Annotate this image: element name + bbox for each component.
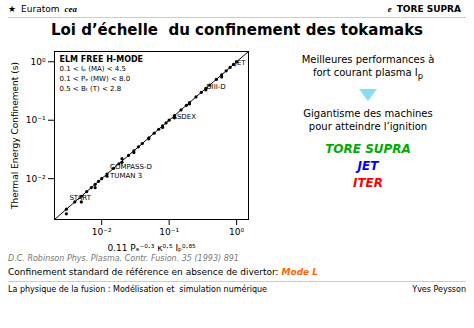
html-text:fort courant plasma Ip: fort courant plasma Ip — [312, 67, 424, 81]
html-text:Meilleures performances à: Meilleures performances à — [301, 54, 435, 65]
svg-text:0.1 < Iₚ (MA) < 4.5: 0.1 < Iₚ (MA) < 4.5 — [60, 65, 126, 73]
svg-text:10⁻¹: 10⁻¹ — [26, 115, 46, 125]
svg-text:COMPASS-D: COMPASS-D — [110, 163, 152, 171]
html-text:Confinement standard de référe: Confinement standard de référence en abs… — [8, 267, 319, 277]
html-text:D.C. Robinson Phys. Plasma. Co: D.C. Robinson Phys. Plasma. Contr. Fusio… — [8, 254, 239, 263]
svg-text:DIII-D: DIII-D — [206, 83, 226, 91]
html-text:Yves Peysson: Yves Peysson — [412, 285, 466, 294]
svg-text:10⁻¹: 10⁻¹ — [159, 227, 179, 237]
html-text:cea: cea — [64, 4, 77, 14]
html-text:Loi d’échelle du confinement d: Loi d’échelle du confinement des tokamak… — [50, 21, 424, 39]
html-text:TORE SUPRA: TORE SUPRA — [325, 142, 411, 156]
svg-text:10⁻²: 10⁻² — [26, 174, 46, 184]
html-text:ITER: ITER — [353, 176, 383, 190]
svg-text:ELM FREE H-MODE: ELM FREE H-MODE — [60, 55, 144, 64]
html-text:pour atteindre l’ignition: pour atteindre l’ignition — [308, 121, 428, 132]
html-text:JET: JET — [357, 159, 379, 173]
svg-text:10⁰: 10⁰ — [229, 227, 244, 237]
html-text:Euratom: Euratom — [21, 4, 60, 14]
svg-text:JET: JET — [234, 59, 246, 67]
svg-text:0.1 < Pₑ (MW) < 8.0: 0.1 < Pₑ (MW) < 8.0 — [60, 75, 131, 83]
svg-text:10⁻²: 10⁻² — [92, 227, 112, 237]
svg-text:0.11 Pₑ⁻⁰·³ κ⁰·⁵ Iₚ⁰·⁸⁵: 0.11 Pₑ⁻⁰·³ κ⁰·⁵ Iₚ⁰·⁸⁵ — [107, 243, 196, 253]
html-text:La physique de la fusion : Mod: La physique de la fusion : Modélisation … — [8, 285, 267, 294]
svg-text:Thermal Energy Confinement (s): Thermal Energy Confinement (s) — [10, 62, 20, 210]
html-text:e: e — [387, 4, 392, 14]
html-text:Gigantisme des machines: Gigantisme des machines — [303, 108, 433, 119]
svg-text:0.5 < Bₜ (T) < 2.8: 0.5 < Bₜ (T) < 2.8 — [60, 85, 122, 93]
svg-text:TUMAN 3: TUMAN 3 — [109, 172, 142, 180]
html-text:TORE SUPRA: TORE SUPRA — [396, 4, 461, 14]
svg-text:10⁰: 10⁰ — [30, 57, 45, 67]
svg-text:START: START — [69, 194, 91, 202]
svg-text:ASDEX: ASDEX — [172, 113, 196, 121]
